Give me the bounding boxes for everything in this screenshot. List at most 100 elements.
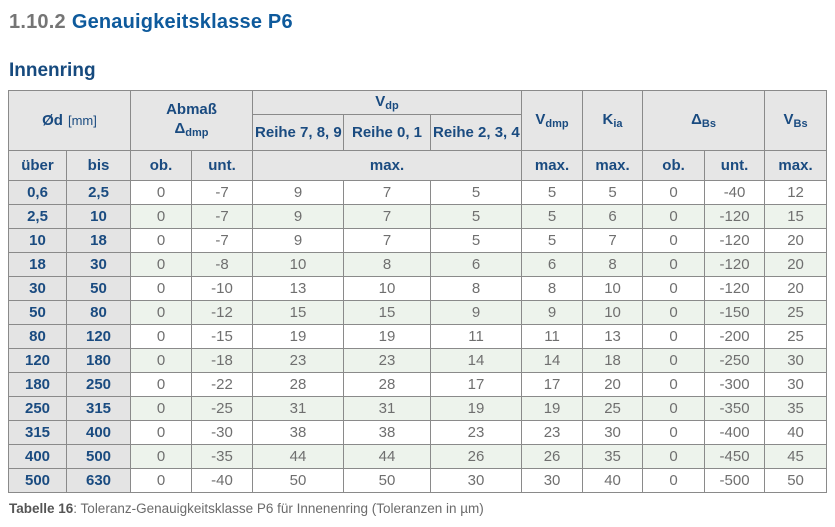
abmass-label: Abmaß — [166, 100, 217, 118]
value-cell: 5 — [582, 180, 644, 205]
table-row: 18 30 0 -8 10 8 6 6 8 0 -120 20 — [8, 252, 828, 277]
value-cell: 20 — [764, 252, 828, 277]
header-max-vdp: max. — [252, 150, 523, 181]
table-row: 120 180 0 -18 23 23 14 14 18 0 -250 30 — [8, 348, 828, 373]
value-cell: 44 — [343, 444, 432, 469]
value-cell: 31 — [252, 396, 345, 421]
value-cell: 20 — [764, 276, 828, 301]
value-cell: 25 — [764, 300, 828, 325]
value-cell: 0 — [642, 468, 706, 493]
table-caption: Tabelle 16: Toleranz-Genauigkeitsklasse … — [9, 501, 827, 516]
value-cell: 0 — [130, 420, 193, 445]
value-cell: 38 — [343, 420, 432, 445]
range-cell: 10 — [65, 204, 132, 229]
header-max-kia: max. — [582, 150, 644, 181]
range-cell: 400 — [8, 444, 67, 469]
header-kia: Kia — [582, 90, 644, 151]
value-cell: 0 — [642, 228, 706, 253]
value-cell: 7 — [582, 228, 644, 253]
header-unt-bs: unt. — [704, 150, 766, 181]
header-ob-bs: ob. — [642, 150, 706, 181]
header-abmass: Abmaß Δdmp — [130, 90, 254, 151]
value-cell: -150 — [704, 300, 766, 325]
value-cell: 15 — [764, 204, 828, 229]
value-cell: 9 — [252, 204, 345, 229]
value-cell: 7 — [343, 180, 432, 205]
value-cell: 15 — [343, 300, 432, 325]
value-cell: 0 — [130, 252, 193, 277]
od-unit: [mm] — [67, 113, 97, 128]
value-cell: 13 — [252, 276, 345, 301]
value-cell: -25 — [191, 396, 254, 421]
value-cell: 7 — [343, 228, 432, 253]
range-cell: 315 — [8, 420, 67, 445]
value-cell: 0 — [130, 276, 193, 301]
value-cell: -400 — [704, 420, 766, 445]
range-cell: 18 — [65, 228, 132, 253]
table-row: 250 315 0 -25 31 31 19 19 25 0 -350 35 — [8, 396, 828, 421]
table-row: 400 500 0 -35 44 44 26 26 35 0 -450 45 — [8, 444, 828, 469]
value-cell: 9 — [252, 180, 345, 205]
value-cell: -15 — [191, 324, 254, 349]
table-row: 315 400 0 -30 38 38 23 23 30 0 -400 40 — [8, 420, 828, 445]
value-cell: 8 — [521, 276, 584, 301]
value-cell: 10 — [343, 276, 432, 301]
range-cell: 2,5 — [65, 180, 132, 205]
value-cell: 0 — [130, 444, 193, 469]
header-vbs: VBs — [764, 90, 828, 151]
value-cell: -40 — [191, 468, 254, 493]
value-cell: 35 — [764, 396, 828, 421]
value-cell: 0 — [642, 420, 706, 445]
subtitle-innenring: Innenring — [9, 60, 96, 81]
header-vdmp: Vdmp — [521, 90, 584, 151]
header-max-vdmp: max. — [521, 150, 584, 181]
value-cell: 26 — [521, 444, 584, 469]
value-cell: -12 — [191, 300, 254, 325]
value-cell: 28 — [343, 372, 432, 397]
value-cell: 10 — [582, 276, 644, 301]
value-cell: 5 — [430, 180, 523, 205]
header-unt-dmp: unt. — [191, 150, 254, 181]
value-cell: 5 — [521, 228, 584, 253]
header-od: Ød [mm] — [7, 90, 132, 151]
value-cell: 20 — [764, 228, 828, 253]
header-vdp: Vdp — [252, 90, 523, 115]
title-text: Genauigkeitsklasse P6 — [71, 11, 293, 33]
value-cell: 19 — [343, 324, 432, 349]
value-cell: 26 — [430, 444, 523, 469]
value-cell: 12 — [764, 180, 828, 205]
value-cell: 14 — [521, 348, 584, 373]
value-cell: 19 — [430, 396, 523, 421]
table-row: 10 18 0 -7 9 7 5 5 7 0 -120 20 — [8, 228, 828, 253]
range-cell: 400 — [65, 420, 132, 445]
value-cell: 20 — [582, 372, 644, 397]
value-cell: 7 — [343, 204, 432, 229]
table-row: 30 50 0 -10 13 10 8 8 10 0 -120 20 — [8, 276, 828, 301]
value-cell: 0 — [642, 252, 706, 277]
value-cell: 0 — [642, 180, 706, 205]
value-cell: 40 — [764, 420, 828, 445]
value-cell: 30 — [582, 420, 644, 445]
value-cell: 50 — [764, 468, 828, 493]
range-cell: 50 — [8, 300, 67, 325]
tolerance-table: Ød [mm] Abmaß Δdmp Vdp Vdmp Kia ΔBs VBs Re… — [7, 90, 828, 493]
title-section-number: 1.10.2 — [9, 11, 66, 33]
value-cell: -30 — [191, 420, 254, 445]
value-cell: 6 — [430, 252, 523, 277]
value-cell: 18 — [582, 348, 644, 373]
value-cell: 38 — [252, 420, 345, 445]
value-cell: 11 — [521, 324, 584, 349]
header-ueber: über — [8, 150, 67, 181]
caption-label: Tabelle 16 — [9, 501, 74, 516]
value-cell: 0 — [642, 372, 706, 397]
value-cell: 44 — [252, 444, 345, 469]
value-cell: -22 — [191, 372, 254, 397]
range-cell: 180 — [8, 372, 67, 397]
value-cell: 0 — [642, 396, 706, 421]
od-symbol: Ød — [42, 112, 63, 129]
value-cell: -7 — [191, 228, 254, 253]
range-cell: 30 — [8, 276, 67, 301]
value-cell: 0 — [642, 324, 706, 349]
value-cell: -120 — [704, 228, 766, 253]
value-cell: -40 — [704, 180, 766, 205]
